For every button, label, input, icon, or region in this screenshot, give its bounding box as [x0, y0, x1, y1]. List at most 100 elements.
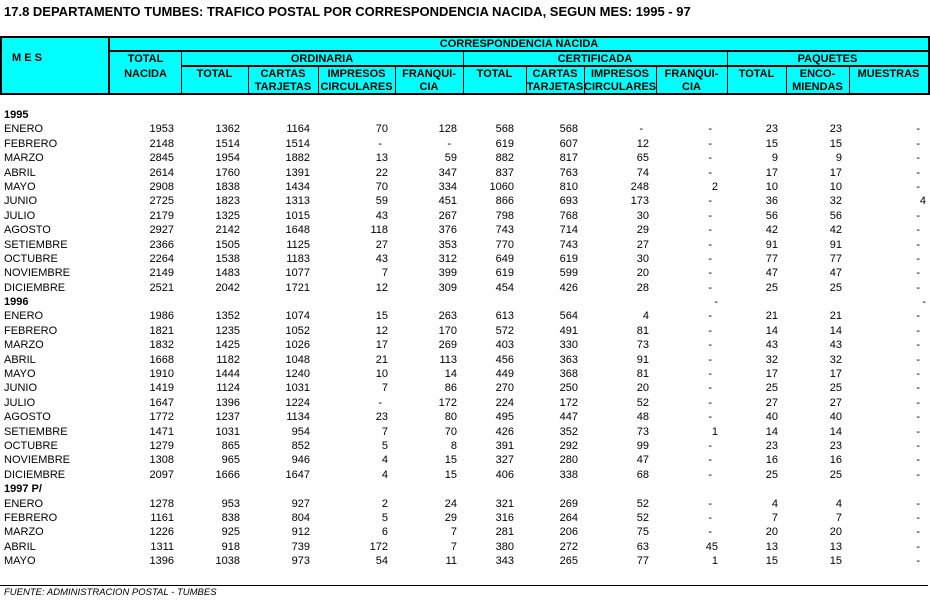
cell: -	[916, 540, 920, 553]
cell: 118	[370, 224, 388, 237]
table-row: OCTUBRE 1279 865 852 5 8 391 292 99 - 23 23 -	[0, 439, 930, 453]
year-label: 1996	[4, 296, 29, 309]
cell: 206	[559, 526, 578, 539]
cell: 16	[765, 454, 778, 467]
cell: 2179	[149, 209, 174, 222]
subheader-header-cert_cols-3: FRANQUI- CIA	[664, 68, 719, 93]
cell: 1953	[149, 123, 174, 136]
cell: 173	[630, 195, 649, 208]
cell: 21	[765, 310, 778, 323]
cell: -	[708, 411, 712, 424]
month-label: JULIO	[4, 209, 36, 222]
cell: 59	[375, 195, 388, 208]
cell: -	[916, 368, 920, 381]
cell: 918	[221, 540, 240, 553]
cell: 280	[559, 454, 578, 467]
cell: 1015	[285, 209, 310, 222]
cell: 1077	[285, 267, 310, 280]
cell: 838	[221, 511, 240, 524]
cell: 20	[636, 382, 649, 395]
cell: 403	[495, 339, 514, 352]
month-label: MARZO	[4, 152, 44, 165]
month-label: FEBRERO	[4, 511, 58, 524]
header-total-nacida-2: NACIDA	[124, 68, 167, 80]
month-label: AGOSTO	[4, 224, 51, 237]
cell: 572	[495, 324, 514, 337]
cell: 327	[495, 454, 514, 467]
cell: 70	[444, 425, 457, 438]
cell: 13	[375, 152, 388, 165]
month-label: MAYO	[4, 555, 36, 568]
table-row: ABRIL 1311 918 739 172 7 380 272 63 45 13 13 -	[0, 540, 930, 554]
month-label: NOVIEMBRE	[4, 454, 71, 467]
cell: 4	[919, 195, 926, 208]
cell: 426	[495, 425, 514, 438]
month-label: SETIEMBRE	[4, 238, 68, 251]
cell: 693	[559, 195, 578, 208]
month-label: MARZO	[4, 339, 44, 352]
cell: 2142	[215, 224, 240, 237]
cell: -	[916, 555, 920, 568]
cell: 65	[636, 152, 649, 165]
cell: 24	[444, 497, 457, 510]
cell: -	[916, 454, 920, 467]
cell: 52	[636, 396, 649, 409]
cell: 12	[636, 137, 649, 150]
month-label: ENERO	[4, 123, 44, 136]
table-row: ABRIL 1668 1182 1048 21 113 456 363 91 - 32 32 -	[0, 353, 930, 367]
subheader-header-ord_cols-2: IMPRESOS CIRCULARES	[320, 68, 393, 93]
month-label: FEBRERO	[4, 137, 58, 150]
cell: -	[708, 123, 712, 136]
cell: 14	[765, 425, 778, 438]
cell: 25	[765, 382, 778, 395]
cell: 12	[375, 324, 388, 337]
cell: 1396	[215, 396, 240, 409]
cell: 1279	[149, 439, 174, 452]
cell: 25	[765, 281, 778, 294]
cell: 568	[559, 123, 578, 136]
cell: 1074	[285, 310, 310, 323]
cell: 272	[559, 540, 578, 553]
cell: 743	[495, 224, 514, 237]
cell: 91	[829, 238, 842, 251]
cell: 1240	[285, 368, 310, 381]
cell: 768	[559, 209, 578, 222]
cell: -	[916, 324, 920, 337]
cell: 363	[559, 353, 578, 366]
cell: 1821	[149, 324, 174, 337]
cell: 47	[636, 454, 649, 467]
cell: 1391	[285, 166, 310, 179]
cell: 912	[291, 526, 310, 539]
table-row: SETIEMBRE 1471 1031 954 7 70 426 352 73 1 14 14 -	[0, 425, 930, 439]
year-label: 1997 P/	[4, 483, 42, 496]
cell: 1954	[215, 152, 240, 165]
cell: -	[708, 238, 712, 251]
cell: 347	[438, 166, 457, 179]
cell: 27	[636, 238, 649, 251]
table-row: AGOSTO 2927 2142 1648 118 376 743 714 29 - 42 42 -	[0, 223, 930, 237]
cell: 15	[444, 468, 457, 481]
cell: 45	[705, 540, 718, 553]
cell: 1362	[215, 123, 240, 136]
cell: 15	[444, 454, 457, 467]
table-row: FEBRERO 1821 1235 1052 12 170 572 491 81 - 14 14 -	[0, 324, 930, 338]
cell: 1647	[149, 396, 174, 409]
header-ordinaria: ORDINARIA	[290, 53, 354, 65]
subheader-header-cert_cols-0: TOTAL	[476, 68, 513, 80]
cell: -	[708, 209, 712, 222]
cell: -	[708, 152, 712, 165]
cell: 1026	[285, 339, 310, 352]
cell: 954	[291, 425, 310, 438]
cell: 91	[636, 353, 649, 366]
cell: 1311	[150, 540, 174, 553]
cell: 1031	[215, 425, 240, 438]
cell: -	[916, 526, 920, 539]
cell: 9	[835, 152, 842, 165]
cell: -	[708, 195, 712, 208]
cell: 7	[771, 511, 778, 524]
cell: 15	[765, 555, 778, 568]
header-certificada: CERTIFICADA	[557, 53, 633, 65]
cell: 269	[438, 339, 457, 352]
cell: 54	[375, 555, 388, 568]
cell: 927	[291, 497, 310, 510]
